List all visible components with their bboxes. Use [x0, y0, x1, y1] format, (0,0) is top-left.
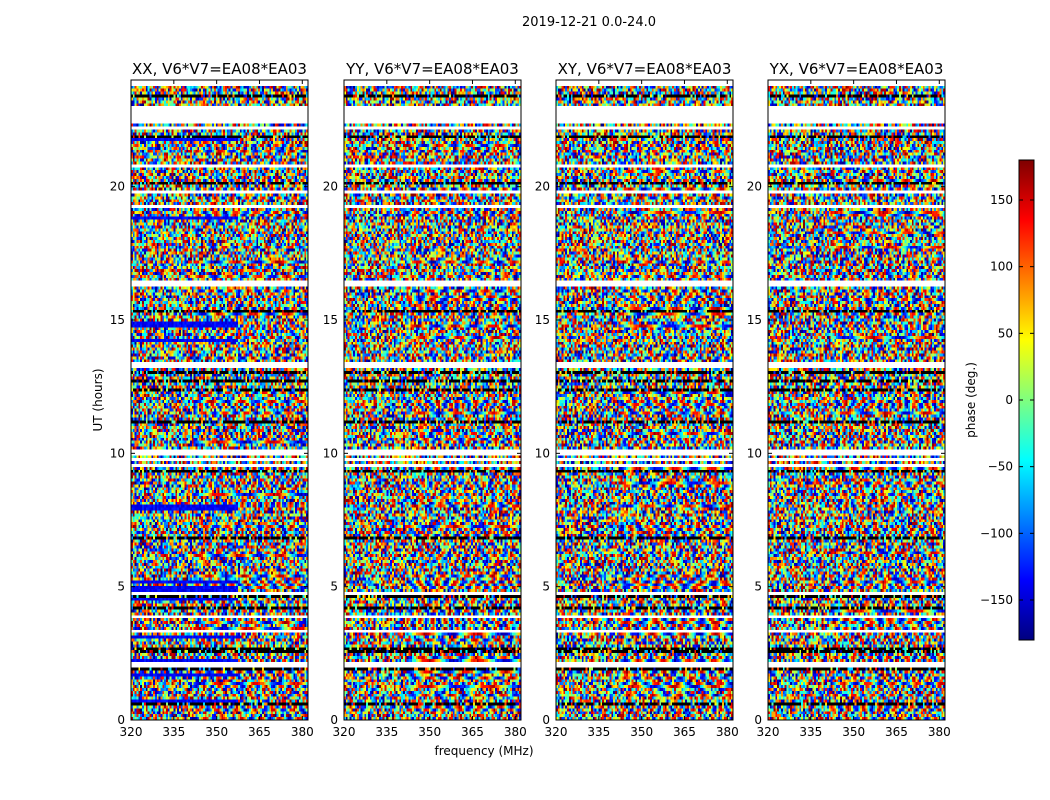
x-tick-label: 380	[716, 725, 739, 739]
y-tick-label: 5	[754, 580, 762, 594]
panel-title-4: YX, V6*V7=EA08*EA03	[769, 60, 944, 78]
x-tick-label: 365	[461, 725, 484, 739]
panel-1: XX, V6*V7=EA08*EA03 320 335 350 365 380 0 5 10 15…	[110, 60, 314, 739]
x-tick-label: 365	[248, 725, 271, 739]
colorbar-tick-label: −50	[988, 460, 1013, 474]
x-tick-label: 320	[120, 725, 143, 739]
x-tick-label: 350	[418, 725, 441, 739]
panel-title-1: XX, V6*V7=EA08*EA03	[132, 60, 307, 78]
x-tick-label: 380	[504, 725, 527, 739]
x-tick-label: 335	[799, 725, 822, 739]
x-tick-label: 365	[885, 725, 908, 739]
x-tick-label: 380	[291, 725, 314, 739]
y-tick-label: 15	[110, 313, 125, 327]
y-tick-label: 0	[754, 713, 762, 727]
x-tick-label: 320	[545, 725, 568, 739]
phase-heatmap-4	[768, 80, 945, 720]
panel-frame-4	[767, 79, 946, 721]
y-tick-label: 15	[535, 313, 550, 327]
panel-frame-3	[555, 79, 734, 721]
y-tick-label: 20	[323, 180, 338, 194]
panel-frame-2	[343, 79, 522, 721]
x-tick-label: 365	[673, 725, 696, 739]
y-tick-label: 15	[323, 313, 338, 327]
phase-heatmap-1	[131, 80, 308, 720]
colorbar: 150 100 50 0 −50 −100 −150	[980, 159, 1035, 641]
y-tick-label: 10	[535, 446, 550, 460]
y-tick-label: 20	[535, 180, 550, 194]
y-tick-label: 15	[747, 313, 762, 327]
y-tick-label: 20	[747, 180, 762, 194]
y-tick-label: 20	[110, 180, 125, 194]
panels: XX, V6*V7=EA08*EA03 320 335 350 365 380 0 5 10 15…	[110, 60, 951, 739]
panel-title-3: XY, V6*V7=EA08*EA03	[558, 60, 732, 78]
x-tick-label: 335	[375, 725, 398, 739]
panel-frame-1	[130, 79, 309, 721]
y-tick-label: 0	[542, 713, 550, 727]
y-tick-label: 5	[330, 580, 338, 594]
x-tick-label: 320	[757, 725, 780, 739]
colorbar-tick-label: −100	[980, 526, 1013, 540]
figure-title: 2019-12-21 0.0-24.0	[522, 15, 656, 30]
x-tick-label: 335	[587, 725, 610, 739]
panel-2: YY, V6*V7=EA08*EA03 320 335 350 365 380 0 5 10 15…	[323, 60, 527, 739]
x-tick-label: 335	[162, 725, 185, 739]
panel-4: YX, V6*V7=EA08*EA03 320 335 350 365 380 0 5 10 15…	[747, 60, 951, 739]
colorbar-tick-label: 150	[990, 193, 1013, 207]
colorbar-tick-label: 50	[998, 326, 1013, 340]
x-tick-label: 350	[205, 725, 228, 739]
x-tick-label: 380	[928, 725, 951, 739]
phase-heatmap-3	[556, 80, 733, 720]
y-tick-label: 5	[117, 580, 125, 594]
x-tick-label: 350	[842, 725, 865, 739]
panel-title-2: YY, V6*V7=EA08*EA03	[345, 60, 519, 78]
colorbar-tick-label: 0	[1005, 393, 1013, 407]
phase-heatmap-2	[344, 80, 521, 720]
y-axis-label: UT (hours)	[91, 368, 105, 431]
panel-3: XY, V6*V7=EA08*EA03 320 335 350 365 380 0 5 10 15…	[535, 60, 739, 739]
y-tick-label: 10	[323, 446, 338, 460]
y-tick-label: 10	[110, 446, 125, 460]
y-tick-label: 5	[542, 580, 550, 594]
x-axis-label: frequency (MHz)	[434, 744, 533, 758]
x-tick-label: 350	[630, 725, 653, 739]
colorbar-tick-label: −150	[980, 593, 1013, 607]
y-tick-label: 0	[330, 713, 338, 727]
y-tick-label: 10	[747, 446, 762, 460]
x-tick-label: 320	[333, 725, 356, 739]
colorbar-label: phase (deg.)	[964, 362, 978, 438]
colorbar-tick-label: 100	[990, 260, 1013, 274]
y-tick-label: 0	[117, 713, 125, 727]
